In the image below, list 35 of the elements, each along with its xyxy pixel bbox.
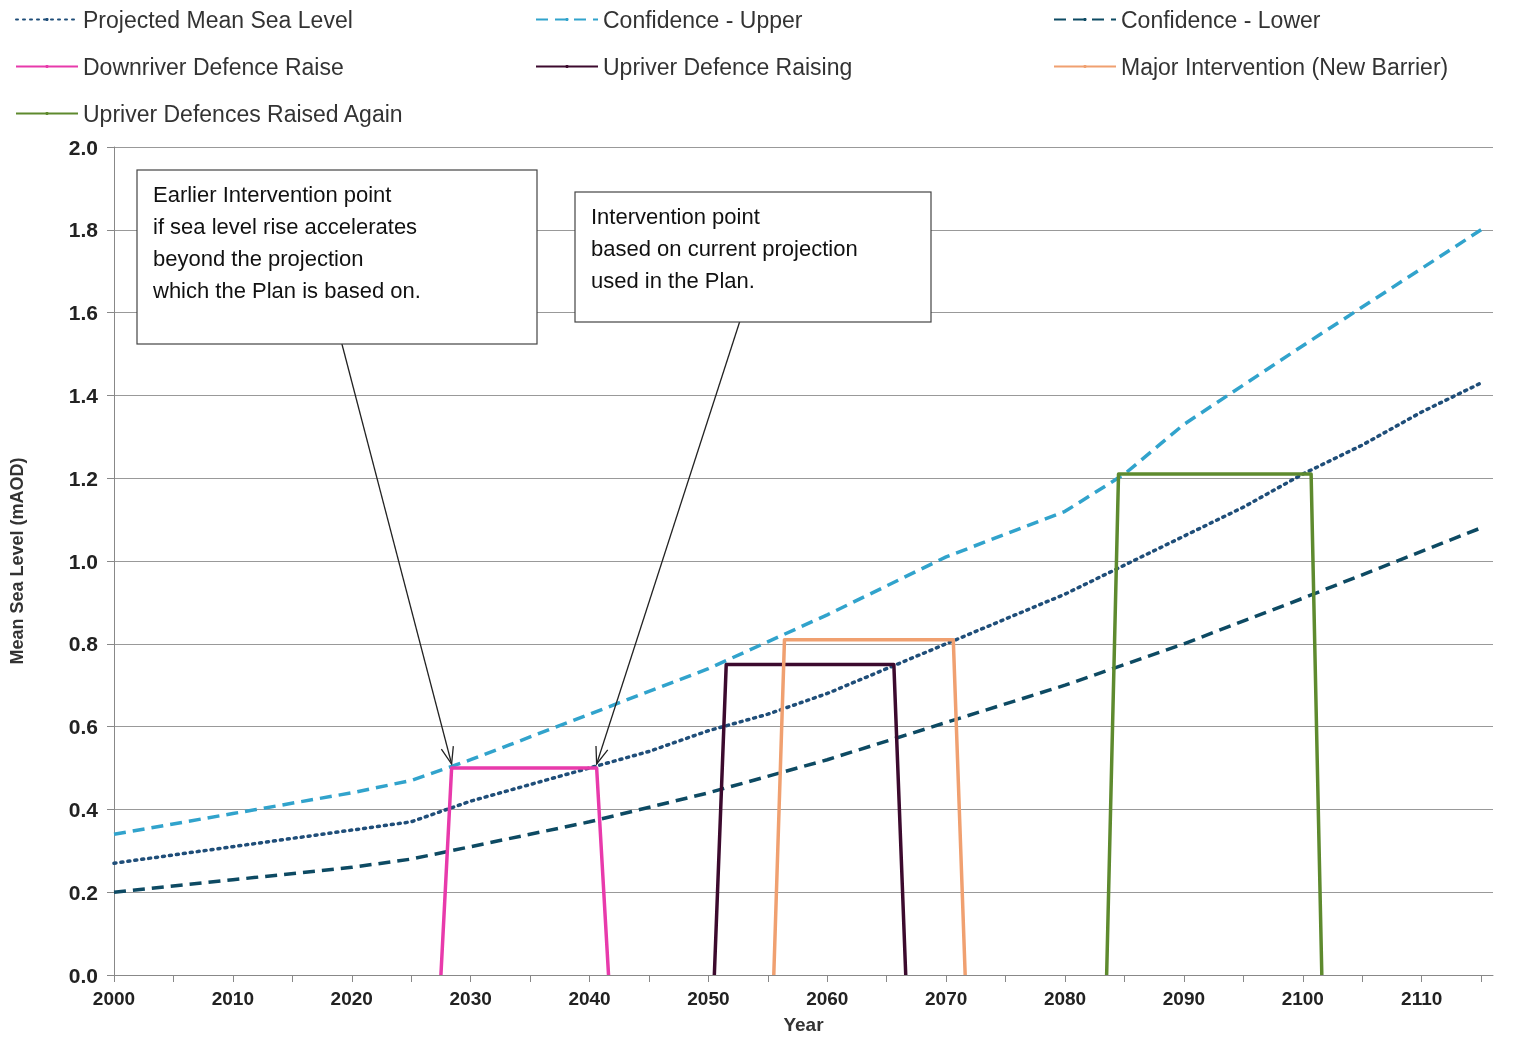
x-tick-label: 2020 — [330, 988, 373, 1009]
x-tick-label: 2060 — [806, 988, 849, 1009]
y-tick-label: 1.0 — [68, 549, 98, 573]
x-axis-title: Year — [783, 1014, 825, 1035]
y-tick-label: 0.6 — [68, 715, 98, 739]
legend-label: Upriver Defences Raised Again — [83, 100, 403, 127]
legend-label: Projected Mean Sea Level — [83, 6, 353, 33]
legend-label: Confidence - Upper — [603, 6, 803, 33]
x-tick-label: 2050 — [687, 988, 730, 1009]
x-tick-label: 2000 — [92, 988, 136, 1009]
x-tick-label: 2040 — [568, 988, 611, 1009]
line-series — [112, 381, 1483, 865]
legend-label: Major Intervention (New Barrier) — [1121, 53, 1449, 80]
y-tick-label: 0.4 — [68, 797, 99, 821]
y-tick-label: 1.8 — [68, 218, 99, 242]
legend-label: Upriver Defence Raising — [603, 53, 853, 80]
y-tick-label: 0.0 — [68, 963, 98, 987]
x-tick-label: 2070 — [925, 988, 968, 1009]
x-tick-label: 2030 — [449, 988, 492, 1009]
y-tick-label: 2.0 — [68, 135, 98, 159]
y-tick-label: 1.4 — [68, 383, 99, 407]
y-axis-title: Mean Sea Level (mAOD) — [7, 457, 27, 665]
annotation: Earlier Intervention point if sea level rise accelerates beyond the projection which the Plan is based on. — [152, 182, 421, 303]
annotation: Intervention point based on current projection used in the Plan. — [591, 204, 858, 293]
x-tick-label: 2080 — [1043, 988, 1087, 1009]
x-tick-label: 2010 — [211, 988, 255, 1009]
legend-label: Confidence - Lower — [1121, 6, 1321, 33]
y-tick-label: 1.6 — [68, 301, 98, 325]
x-tick-label: 2110 — [1401, 988, 1443, 1009]
y-tick-label: 0.2 — [68, 880, 98, 904]
legend-label: Downriver Defence Raise — [83, 53, 344, 80]
x-tick-label: 2090 — [1162, 988, 1206, 1009]
y-tick-label: 0.8 — [68, 632, 99, 656]
x-tick-label: 2100 — [1281, 988, 1324, 1009]
y-tick-label: 1.2 — [68, 466, 98, 490]
